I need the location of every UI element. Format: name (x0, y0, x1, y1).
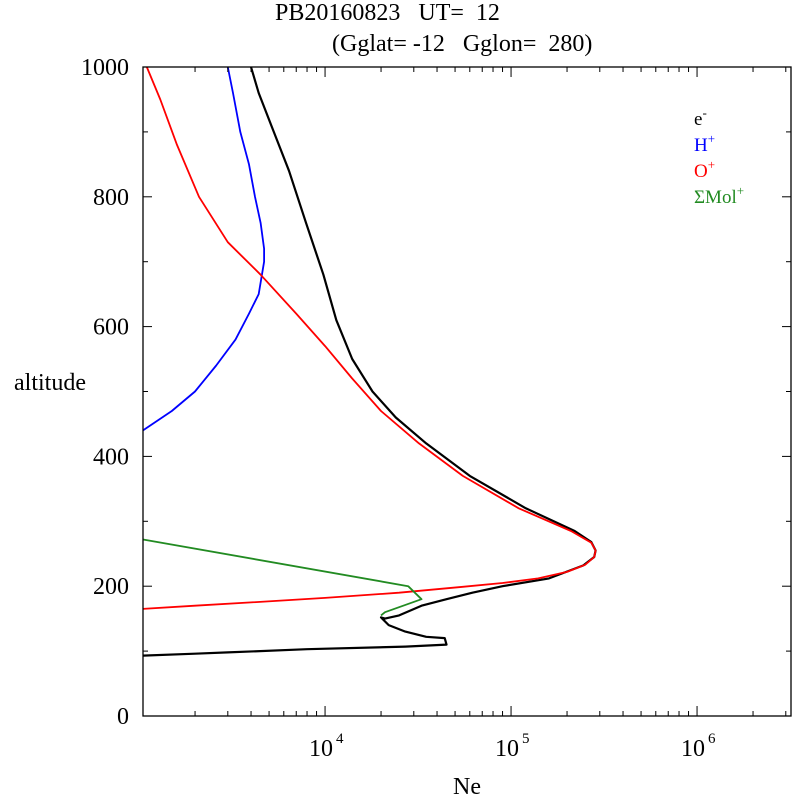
x-tick-label: 10 (495, 736, 519, 762)
legend: e-H+O+ΣMol+ (694, 105, 744, 208)
x-tick-label-exponent: 6 (708, 731, 716, 747)
y-tick-label: 200 (93, 574, 129, 600)
x-tick-label: 10 (681, 736, 705, 762)
y-tick-label: 400 (93, 444, 129, 470)
chart-title-line1: PB20160823 UT= 12 (275, 0, 500, 26)
legend-entry-0: e- (694, 105, 707, 130)
y-tick-label: 0 (117, 704, 129, 730)
series-line-2 (142, 66, 597, 610)
legend-entry-1: H+ (694, 131, 715, 156)
series-lines (142, 66, 597, 657)
y-axis-label: altitude (14, 370, 86, 396)
legend-entry-2: O+ (694, 157, 715, 182)
x-tick-label-exponent: 4 (336, 731, 344, 747)
legend-entry-3: ΣMol+ (694, 183, 744, 208)
series-line-3 (142, 538, 423, 617)
x-axis-label: Ne (453, 774, 481, 796)
axis-ticks (143, 66, 791, 717)
chart-title-line2: (Gglat= -12 Gglon= 280) (332, 31, 593, 57)
x-tick-label: 10 (309, 736, 333, 762)
y-tick-label: 1000 (81, 55, 129, 81)
y-tick-label: 800 (93, 185, 129, 211)
y-tick-label: 600 (93, 315, 129, 341)
series-line-1 (142, 66, 266, 432)
series-line-0 (142, 66, 597, 657)
x-tick-label-exponent: 5 (522, 731, 530, 747)
